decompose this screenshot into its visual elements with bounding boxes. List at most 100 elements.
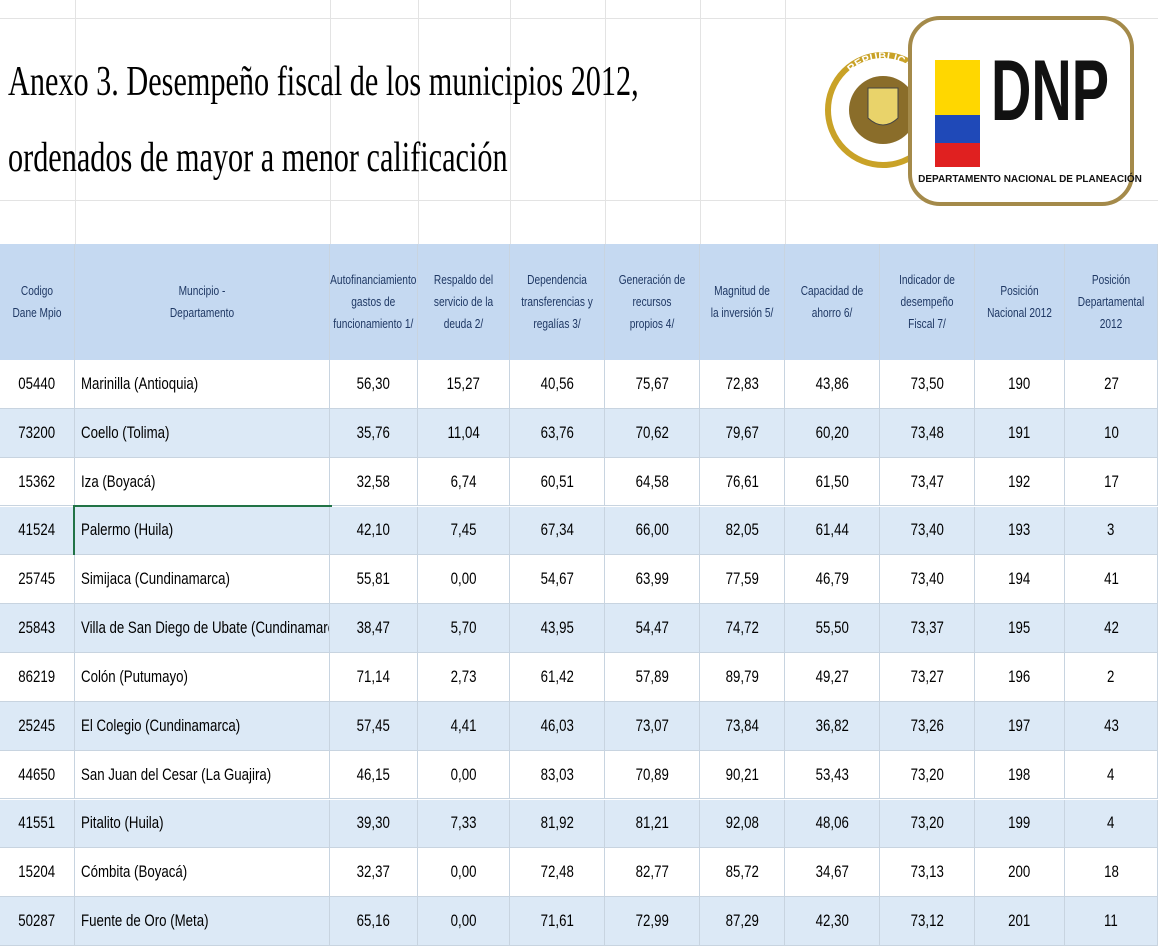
table-cell: Fuente de Oro (Meta) (75, 897, 330, 946)
table-cell: 70,62 (605, 408, 700, 458)
table-cell-text: 56,30 (356, 373, 391, 393)
table-cell-text: 73,26 (910, 715, 944, 735)
table-cell-text: 198 (1008, 764, 1031, 784)
table-cell: 10 (1065, 408, 1158, 458)
table-cell: 44650 (0, 750, 75, 800)
table-cell: 61,42 (510, 653, 605, 702)
table-cell-text: 17 (1103, 471, 1119, 491)
table-cell-text: 7,45 (450, 520, 477, 540)
table-cell: 196 (975, 653, 1065, 702)
sheet-grid (330, 0, 331, 244)
table-cell: 0,00 (418, 897, 510, 946)
table-cell: 2,73 (418, 653, 510, 702)
table-cell-text: 82,05 (725, 520, 759, 540)
dnp-logo: DNP (991, 43, 1109, 139)
table-cell-text: 0,00 (450, 569, 477, 589)
table-cell: 71,61 (510, 897, 605, 946)
sheet-grid (785, 0, 786, 244)
table-cell: Villa de San Diego de Ubate (Cundinamarc… (75, 604, 330, 653)
table-cell-text: 0,00 (450, 862, 477, 882)
table-cell-text: 49,27 (815, 666, 849, 686)
table-cell: 73200 (0, 408, 75, 458)
table-cell: 79,67 (700, 408, 785, 458)
table-cell: 65,16 (330, 897, 418, 946)
table-cell: 15204 (0, 848, 75, 898)
table-cell: 92,08 (700, 799, 785, 849)
table-cell-text: Coello (Tolima) (81, 422, 170, 442)
table-cell-text: 92,08 (725, 813, 759, 833)
table-cell-text: 38,47 (356, 618, 391, 638)
table-cell: Pitalito (Huila) (75, 799, 330, 849)
table-cell-text: 35,76 (356, 422, 391, 442)
sheet-grid (0, 18, 1158, 19)
table-cell-text: 36,82 (815, 715, 849, 735)
table-cell: 85,72 (700, 848, 785, 898)
table-cell-text: 53,43 (815, 764, 849, 784)
column-header-text: Autofinanciamiento gastos de funcionamie… (330, 272, 417, 331)
table-cell-text: Cómbita (Boyacá) (81, 862, 188, 882)
table-cell-text: 197 (1008, 715, 1031, 735)
table-cell-text: 43 (1103, 715, 1119, 735)
table-cell: 15,27 (418, 360, 510, 409)
table-cell: 3 (1065, 506, 1158, 556)
table-cell: 64,58 (605, 457, 700, 507)
table-cell-text: 70,89 (635, 764, 669, 784)
table-cell: 73,26 (880, 701, 975, 751)
table-cell: 194 (975, 555, 1065, 605)
table-cell-text: 73,13 (910, 862, 944, 882)
table-cell-text: El Colegio (Cundinamarca) (81, 715, 241, 735)
table-cell-text: 0,00 (450, 911, 477, 931)
table-cell-text: 73,50 (910, 373, 944, 393)
table-cell-text: 3 (1107, 520, 1115, 540)
table-cell-text: 87,29 (725, 911, 759, 931)
table-cell: 73,84 (700, 701, 785, 751)
table-cell-text: 61,42 (540, 666, 574, 686)
table-cell: San Juan del Cesar (La Guajira) (75, 750, 330, 800)
table-cell: 27 (1065, 360, 1158, 409)
table-cell: 43,86 (785, 360, 880, 409)
table-cell: 72,99 (605, 897, 700, 946)
table-cell-text: 25745 (18, 569, 56, 589)
table-cell-text: Fuente de Oro (Meta) (81, 911, 209, 931)
table-cell: 73,40 (880, 506, 975, 556)
table-cell-text: 57,89 (635, 666, 669, 686)
table-cell-text: 71,61 (540, 911, 574, 931)
table-cell: 73,50 (880, 360, 975, 409)
table-cell-text: 73,48 (910, 422, 944, 442)
table-cell: 34,67 (785, 848, 880, 898)
table-cell-text: 193 (1008, 520, 1031, 540)
table-cell: 43,95 (510, 604, 605, 653)
table-cell: 17 (1065, 457, 1158, 507)
table-cell: 5,70 (418, 604, 510, 653)
table-cell: 201 (975, 897, 1065, 946)
table-cell: 199 (975, 799, 1065, 849)
table-cell: Palermo (Huila) (73, 504, 332, 558)
table-cell: 70,89 (605, 750, 700, 800)
table-cell: 57,89 (605, 653, 700, 702)
table-cell: 82,05 (700, 506, 785, 556)
column-header-text: Respaldo del servicio de la deuda 2/ (433, 272, 494, 331)
table-cell-text: 73,40 (910, 569, 944, 589)
column-header: Indicador de desempeño Fiscal 7/ (880, 244, 975, 360)
column-header-text: Dependencia transferencias y regalías 3/ (521, 272, 593, 331)
table-cell-text: Pitalito (Huila) (81, 813, 164, 833)
column-header-text: Posición Departamental 2012 (1077, 272, 1145, 331)
table-cell: 0,00 (418, 750, 510, 800)
table-cell: 0,00 (418, 555, 510, 605)
table-cell-text: 10 (1103, 422, 1119, 442)
table-cell: 54,67 (510, 555, 605, 605)
column-header-text: Indicador de desempeño Fiscal 7/ (899, 272, 955, 331)
sheet-grid (0, 200, 1158, 201)
table-cell: 60,51 (510, 457, 605, 507)
table-cell-text: 73,27 (910, 666, 944, 686)
table-cell: 25745 (0, 555, 75, 605)
table-cell: 195 (975, 604, 1065, 653)
table-cell-text: 72,48 (540, 862, 574, 882)
table-cell: 55,50 (785, 604, 880, 653)
table-cell: 74,72 (700, 604, 785, 653)
table-cell-text: 73,07 (635, 715, 669, 735)
table-cell-text: 64,58 (635, 471, 669, 491)
table-cell-text: 75,67 (635, 373, 669, 393)
sheet-grid (605, 0, 606, 244)
table-cell: 7,33 (418, 799, 510, 849)
